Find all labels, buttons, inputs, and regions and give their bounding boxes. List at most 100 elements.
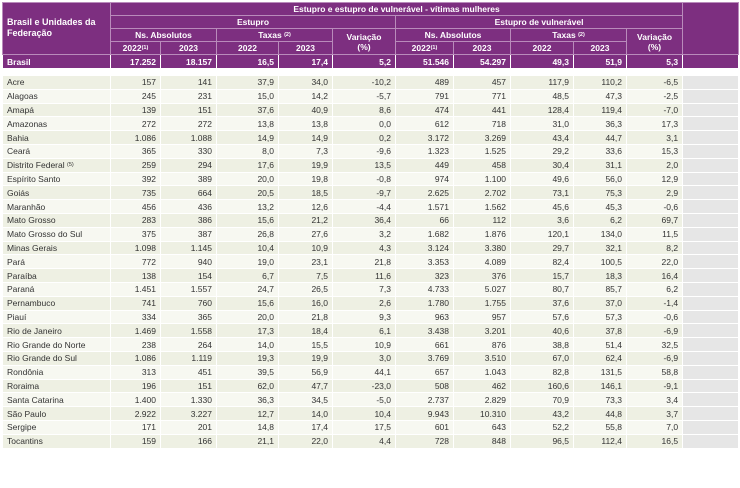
value-cell: 4.089	[453, 254, 511, 270]
value-cell: 238	[110, 337, 161, 352]
value-cell: 45,3	[573, 199, 627, 214]
rates-label: Taxas	[552, 30, 576, 40]
value-cell: 294	[160, 157, 217, 173]
region-name: Goiás	[2, 185, 111, 201]
value-cell: 12,9	[625, 171, 684, 187]
value-cell: 69,7	[625, 212, 684, 228]
table-row: Pará 772 940 19,0 23,1 21,8 3.353 4.089 82,4 100,…	[2, 254, 740, 270]
table-row: Sergipe 171 201 14,8 17,4 17,5 601 643 52,2 55,8 7…	[2, 419, 740, 435]
value-cell: -4,4	[332, 199, 396, 214]
value-cell: 33,6	[573, 143, 627, 159]
variation-header: Variação (%)	[332, 28, 396, 55]
region-name: Minas Gerais	[2, 240, 111, 256]
value-cell: 20,0	[216, 309, 279, 325]
value-cell: 36,3	[216, 392, 279, 408]
region-label: Goiás	[7, 187, 30, 198]
value-cell: 1.098	[110, 240, 161, 256]
region-label: Tocantins	[7, 436, 43, 447]
absolute-header: Ns. Absolutos	[395, 28, 511, 42]
spare-cell	[682, 88, 740, 104]
value-cell: 13,8	[278, 116, 333, 132]
value-cell: 3,4	[625, 392, 684, 408]
year-header: 2022(1)	[395, 41, 454, 55]
value-cell: 8,0	[216, 143, 279, 159]
value-cell: 1.451	[110, 281, 161, 297]
value-cell: 44,8	[573, 406, 627, 421]
value-cell: 51,9	[573, 54, 627, 69]
spare-cell	[682, 116, 740, 132]
table-row: Brasil 17.252 18.157 16,5 17,4 5,2 51.546 54.29…	[2, 54, 740, 69]
value-cell: 151	[160, 378, 217, 394]
value-cell: 456	[110, 199, 161, 214]
value-cell: 9,3	[332, 309, 396, 325]
table-row: Mato Grosso do Sul 375 387 26,8 27,6 3,2 1.682…	[2, 226, 740, 242]
value-cell: -5,0	[332, 392, 396, 408]
value-cell: 245	[110, 88, 161, 104]
table-row: Rio de Janeiro 1.469 1.558 17,3 18,4 6,1 3.438…	[2, 323, 740, 339]
region-name: Pará	[2, 254, 111, 270]
value-cell: 37,0	[573, 295, 627, 311]
value-cell: 15,3	[625, 143, 684, 159]
value-cell: 1.100	[453, 171, 511, 187]
region-label: Rio Grande do Sul	[7, 353, 77, 364]
value-cell: 313	[110, 364, 161, 380]
value-cell: 14,2	[278, 88, 333, 104]
value-cell: 728	[395, 433, 454, 449]
value-cell: 134,0	[573, 226, 627, 242]
value-cell: 138	[110, 268, 161, 283]
value-cell: 365	[110, 143, 161, 159]
value-cell: 100,5	[573, 254, 627, 270]
value-cell: 7,5	[278, 268, 333, 283]
value-cell: -10,2	[332, 75, 396, 90]
value-cell: 376	[453, 268, 511, 283]
table-row: Santa Catarina 1.400 1.330 36,3 34,5 -5,0 2.73…	[2, 392, 740, 408]
value-cell: 117,9	[510, 75, 574, 90]
value-cell: 21,8	[332, 254, 396, 270]
value-cell: -9,6	[332, 143, 396, 159]
value-cell: 365	[160, 309, 217, 325]
region-name: Tocantins	[2, 433, 111, 449]
table-title: Estupro e estupro de vulnerável - vítima…	[109, 2, 684, 16]
value-cell: 10,9	[278, 240, 333, 256]
year: 2023	[590, 43, 610, 53]
value-cell: 75,3	[573, 185, 627, 201]
value-cell: 82,4	[510, 254, 574, 270]
value-cell: 54.297	[453, 54, 511, 69]
spare-cell	[682, 350, 740, 366]
value-cell: 18,4	[278, 323, 333, 339]
value-cell: 4,3	[332, 240, 396, 256]
value-cell: 3.769	[395, 350, 454, 366]
value-cell: 10,4	[332, 406, 396, 421]
year-header: 2022	[216, 41, 279, 55]
value-cell: 16,0	[278, 295, 333, 311]
value-cell: 51,4	[573, 337, 627, 352]
value-cell: 657	[395, 364, 454, 380]
variation-header: Variação (%)	[625, 28, 684, 55]
region-name: Distrito Federal (5)	[2, 157, 111, 173]
table-row: Amazonas 272 272 13,8 13,8 0,0 612 718 31,0 36,3 1…	[2, 116, 740, 132]
region-name: Mato Grosso do Sul	[2, 226, 111, 242]
value-cell: 2.737	[395, 392, 454, 408]
value-cell: 0,0	[332, 116, 396, 132]
value-cell: 6,7	[216, 268, 279, 283]
region-name: Amapá	[2, 102, 111, 118]
value-cell: 43,2	[510, 406, 574, 421]
value-cell: 17,3	[625, 116, 684, 132]
year: 2023	[296, 43, 315, 53]
value-cell: 73,3	[573, 392, 627, 408]
variation-label: Variação	[637, 31, 673, 42]
value-cell: 231	[160, 88, 217, 104]
value-cell: 449	[395, 157, 454, 173]
value-cell: 8,6	[332, 102, 396, 118]
footnote: (1)	[141, 45, 149, 51]
table-row: Bahia 1.086 1.088 14,9 14,9 0,2 3.172 3.269 43,4…	[2, 130, 740, 145]
rates-header: Taxas (2)	[216, 28, 333, 42]
spacer-row	[1, 68, 740, 76]
value-cell: 1.525	[453, 143, 511, 159]
region-name: Rio Grande do Norte	[2, 337, 111, 352]
table-row: Roraima 196 151 62,0 47,7 -23,0 508 462 160,6 146…	[2, 378, 740, 394]
value-cell: 272	[160, 116, 217, 132]
value-cell: 441	[453, 102, 511, 118]
value-cell: 283	[110, 212, 161, 228]
